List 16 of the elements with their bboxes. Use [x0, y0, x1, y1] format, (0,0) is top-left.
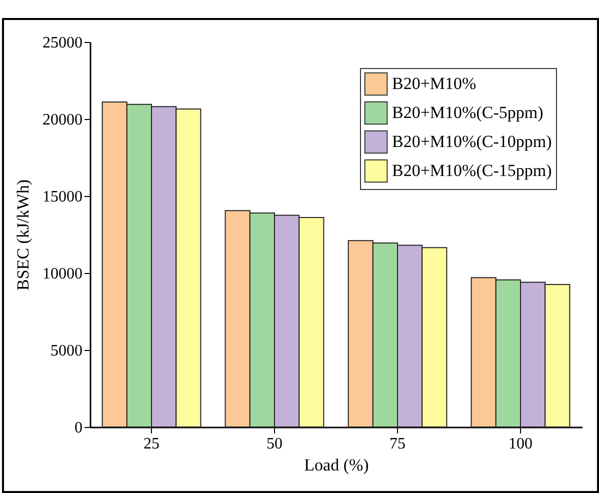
legend-label: B20+M10%(C-5ppm): [392, 103, 544, 122]
x-tick-label: 50: [266, 436, 282, 452]
y-tick-label: 15000: [42, 188, 82, 206]
y-axis-title: BSEC (kJ/kWh): [14, 180, 32, 290]
legend-label: B20+M10%: [392, 74, 476, 93]
y-tick-label: 25000: [42, 34, 82, 52]
y-tick-label: 0: [74, 420, 82, 436]
legend-label: B20+M10%(C-10ppm): [392, 132, 552, 151]
x-tick-label: 75: [390, 436, 406, 452]
y-tick-label: 10000: [42, 266, 82, 282]
x-axis-title: Load (%): [304, 456, 369, 474]
legend-label: B20+M10%(C-15ppm): [392, 161, 552, 180]
y-tick-label: 20000: [42, 112, 82, 128]
x-tick-label: 100: [508, 436, 532, 452]
x-tick-label: 25: [144, 436, 160, 452]
y-tick-label: 5000: [50, 342, 82, 360]
